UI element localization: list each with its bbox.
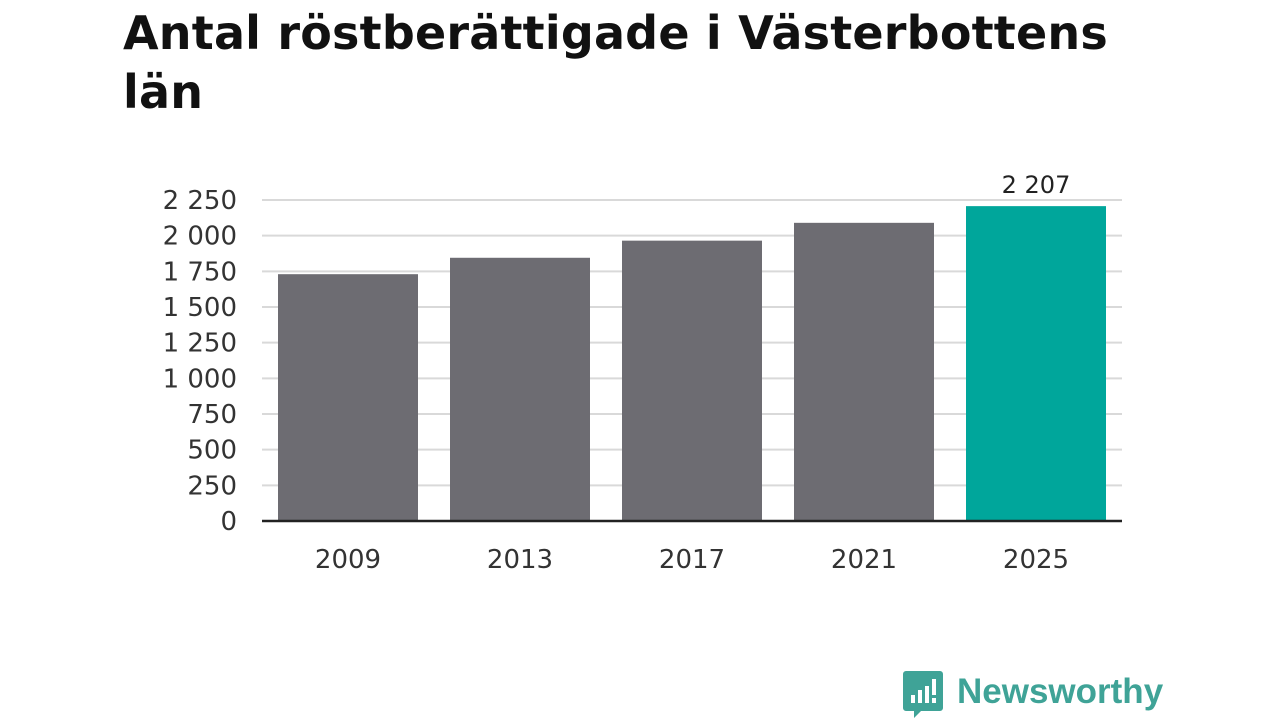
brand-name: Newsworthy [957, 672, 1164, 711]
brand-logo: Newsworthy [903, 671, 1163, 719]
data-labels: 2 207 [1002, 171, 1071, 199]
y-tick-label: 1 000 [163, 364, 237, 394]
y-tick-label: 250 [187, 471, 237, 501]
bar [794, 222, 934, 521]
x-tick-label: 2013 [487, 545, 553, 575]
y-tick-label: 2 250 [163, 186, 237, 216]
y-tick-label: 1 500 [163, 293, 237, 323]
y-tick-label: 500 [187, 436, 237, 466]
x-tick-label: 2009 [315, 545, 381, 575]
x-tick-label: 2017 [659, 545, 725, 575]
bar [450, 257, 590, 521]
y-tick-label: 750 [187, 400, 237, 430]
y-tick-label: 0 [220, 507, 237, 537]
bar [278, 274, 418, 521]
y-tick-label: 1 250 [163, 329, 237, 359]
y-axis-ticks: 0 250 500 750 1 000 1 250 1 500 1 750 2 000 2 250 [163, 186, 237, 537]
y-tick-label: 2 000 [163, 222, 237, 252]
bars [278, 206, 1106, 521]
x-axis-ticks: 2009 2013 2017 2021 2025 [315, 545, 1069, 575]
data-label: 2 207 [1002, 171, 1071, 199]
y-tick-label: 1 750 [163, 257, 237, 287]
bar-chart-speech-bubble-icon [903, 671, 943, 718]
bar [622, 240, 762, 521]
x-tick-label: 2021 [831, 545, 897, 575]
chart-title: Antal röstberättigade i Västerbottens lä… [123, 6, 1108, 119]
bar [966, 206, 1106, 521]
x-tick-label: 2025 [1003, 545, 1069, 575]
